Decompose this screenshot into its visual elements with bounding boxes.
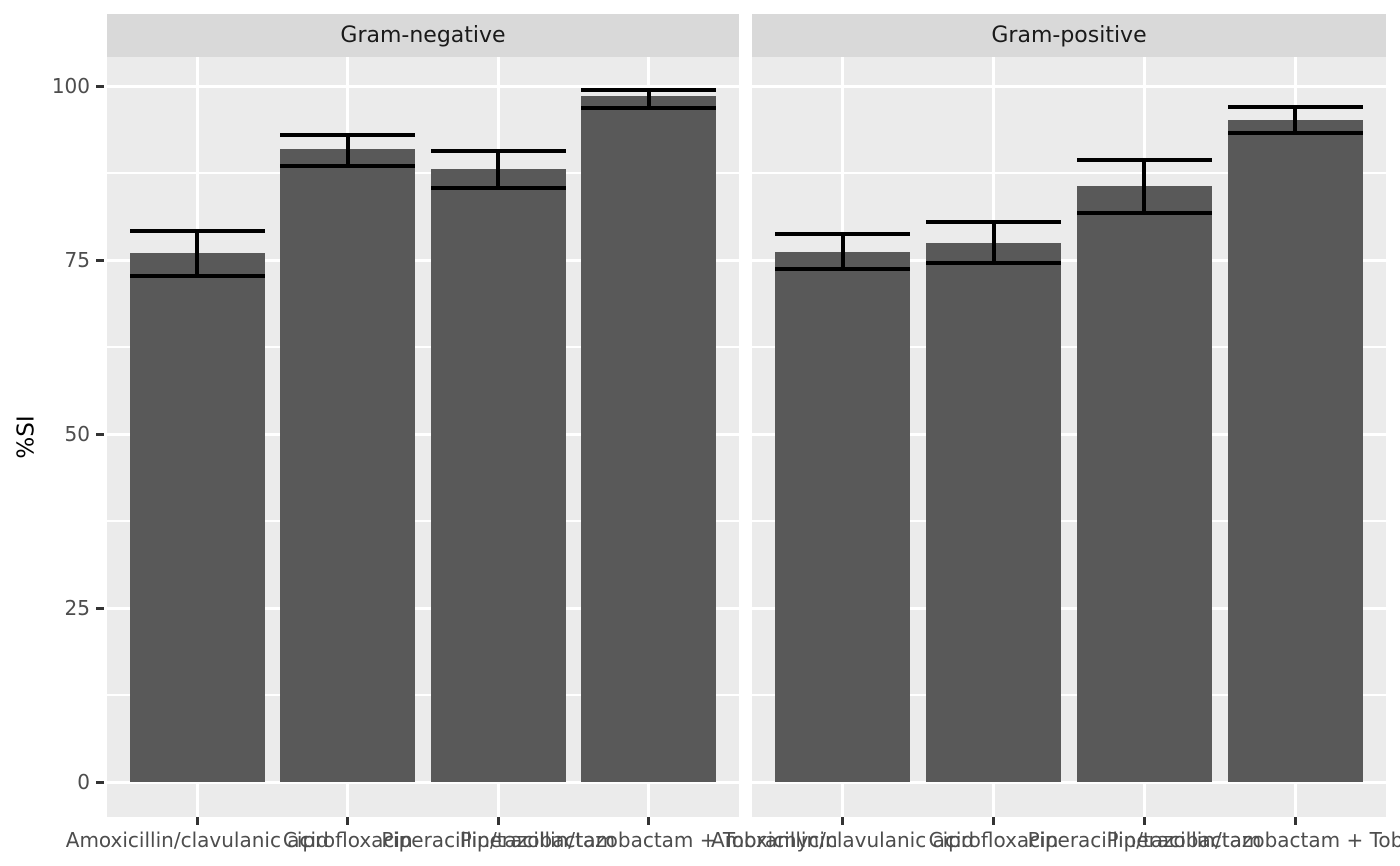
- y-axis-tick-label: 100: [51, 74, 90, 98]
- errorbar-cap-top: [1227, 104, 1363, 109]
- facet-panel-1: [752, 57, 1386, 817]
- x-axis-category-label: Amoxicillin/clavulanic acid: [65, 828, 329, 852]
- errorbar-line: [1142, 159, 1147, 214]
- errorbar-cap-top: [129, 228, 265, 233]
- x-axis-category-label: Piperacillin/tazobactam + Tobramycin: [1106, 828, 1400, 852]
- errorbar-cap-bottom: [1227, 131, 1363, 136]
- errorbar-line: [646, 90, 651, 108]
- gridline-major: [752, 606, 1386, 610]
- errorbar-cap-bottom: [1076, 211, 1212, 216]
- bar-gram-positive-1: [926, 243, 1062, 782]
- x-axis-category-label: Piperacillin/tazobactam: [1027, 828, 1262, 852]
- x-tick-mark: [841, 817, 845, 825]
- gridline-major: [107, 258, 739, 262]
- gridline-major: [752, 780, 1386, 784]
- x-axis-category-label: Piperacillin/tazobactam: [381, 828, 616, 852]
- gridline-minor: [107, 694, 739, 696]
- bar-gram-positive-0: [775, 251, 911, 782]
- bar-gram-positive-3: [1227, 120, 1363, 782]
- y-axis-tick-label: 25: [64, 596, 90, 620]
- errorbar-cap-bottom: [926, 261, 1062, 266]
- errorbar-cap-bottom: [129, 274, 265, 278]
- gridline-minor: [107, 346, 739, 348]
- x-tick-mark: [647, 817, 651, 825]
- gridline-major: [107, 780, 739, 784]
- errorbar-cap-top: [280, 133, 416, 138]
- x-tick-mark: [1142, 817, 1146, 825]
- errorbar-line: [840, 234, 845, 270]
- errorbar-cap-top: [775, 232, 911, 237]
- errorbar-cap-bottom: [775, 267, 911, 272]
- x-tick-mark: [346, 817, 350, 825]
- x-axis-category-label: Piperacillin/tazobactam + Tobramycin: [459, 828, 838, 852]
- gridline-minor: [752, 520, 1386, 522]
- y-tick-mark: [96, 606, 104, 610]
- bar-gram-positive-2: [1076, 185, 1212, 782]
- gridline-major: [752, 432, 1386, 436]
- errorbar-cap-bottom: [581, 105, 717, 110]
- y-tick-mark: [96, 84, 104, 88]
- errorbar-cap-top: [1076, 157, 1212, 162]
- x-tick-mark: [496, 817, 500, 825]
- gridline-major: [752, 258, 1386, 262]
- errorbar-cap-top: [926, 219, 1062, 224]
- x-tick-mark: [1293, 817, 1297, 825]
- facet-panel-0: [107, 57, 739, 817]
- gridline-major: [107, 432, 739, 436]
- x-tick-mark: [992, 817, 996, 825]
- x-tick-mark: [195, 817, 199, 825]
- x-axis-category-label: Amoxicillin/clavulanic acid: [711, 828, 975, 852]
- y-axis-tick-label: 75: [64, 248, 90, 272]
- facet-strip-label: Gram-negative: [107, 14, 739, 57]
- y-axis-tick-label: 50: [64, 422, 90, 446]
- errorbar-cap-top: [430, 148, 566, 153]
- y-axis-tick-label: 0: [77, 770, 90, 794]
- errorbar-line: [195, 230, 200, 276]
- y-tick-mark: [96, 258, 104, 262]
- gridline-minor: [107, 172, 739, 174]
- errorbar-line: [345, 135, 350, 167]
- x-axis-category-label: Ciprofloxacin: [928, 828, 1059, 852]
- bar-gram-negative-0: [129, 253, 265, 782]
- y-tick-mark: [96, 432, 104, 436]
- errorbar-line: [1293, 106, 1298, 134]
- x-axis-category-label: Ciprofloxacin: [282, 828, 413, 852]
- gridline-minor: [752, 694, 1386, 696]
- gridline-minor: [752, 172, 1386, 174]
- gridline-major: [107, 606, 739, 610]
- y-tick-mark: [96, 780, 104, 784]
- gridline-minor: [752, 346, 1386, 348]
- errorbar-cap-bottom: [430, 185, 566, 190]
- facet-strip-label: Gram-positive: [752, 14, 1386, 57]
- bar-gram-negative-1: [280, 149, 416, 782]
- gridline-major: [107, 84, 739, 88]
- errorbar-cap-bottom: [280, 164, 416, 169]
- gridline-minor: [107, 520, 739, 522]
- bar-gram-negative-2: [430, 168, 566, 782]
- errorbar-line: [991, 221, 996, 264]
- bar-gram-negative-3: [581, 95, 717, 782]
- errorbar-cap-top: [581, 88, 717, 93]
- errorbar-line: [496, 150, 501, 188]
- gridline-major: [752, 84, 1386, 88]
